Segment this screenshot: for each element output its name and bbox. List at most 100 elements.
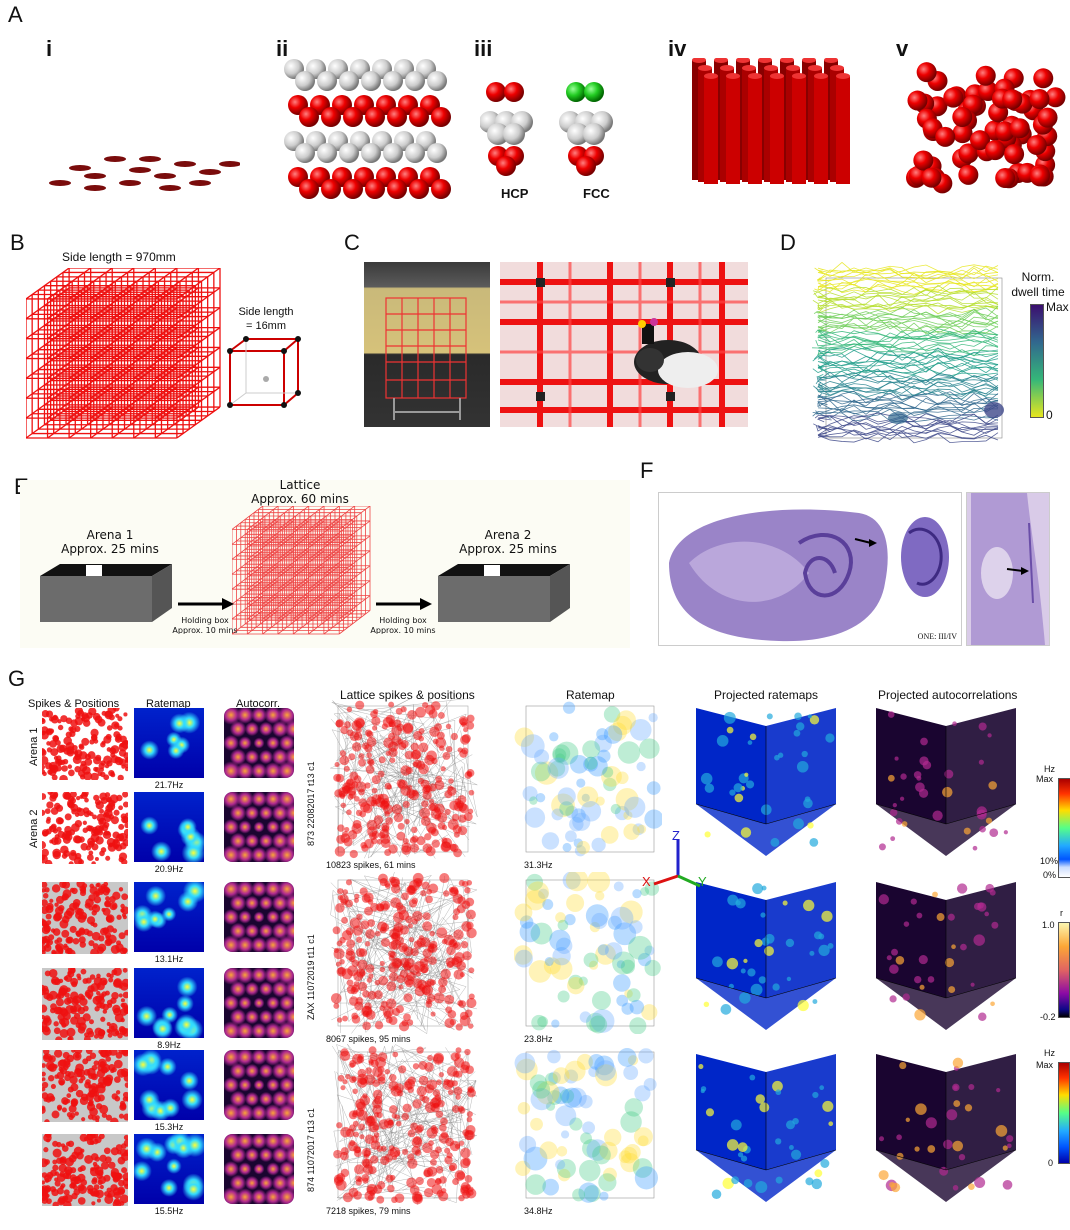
cb3-unit: Hz bbox=[1044, 1048, 1055, 1058]
ratemap-peak-rate: 20.9Hz bbox=[154, 864, 184, 874]
sublabel-iv: iv bbox=[668, 36, 687, 61]
cb2-unit: r bbox=[1060, 908, 1063, 918]
ratemap-2d bbox=[134, 882, 204, 952]
col-title-proj-autocorr: Projected autocorrelations bbox=[878, 688, 1018, 702]
spikes-positions-map bbox=[42, 1134, 128, 1206]
lattice-side-length: Side length = 970mm bbox=[62, 250, 176, 264]
spike-count: 10823 spikes, 61 mins bbox=[326, 860, 416, 870]
lattice-spike-cloud bbox=[330, 872, 478, 1034]
random-spheres-illustration bbox=[906, 62, 1066, 194]
panel-label-d: D bbox=[780, 230, 796, 255]
cb2-min: -0.2 bbox=[1040, 1012, 1056, 1022]
col-title-ratemap: Ratemap bbox=[146, 698, 191, 710]
ratemap-3d-peak: 34.8Hz bbox=[524, 1206, 553, 1216]
ratemap-peak-rate: 15.5Hz bbox=[154, 1206, 184, 1216]
lattice-spike-cloud bbox=[330, 698, 478, 860]
autocorr-2d bbox=[224, 1134, 294, 1204]
hcp-fcc-illustration bbox=[480, 82, 613, 176]
spikes-positions-map bbox=[42, 1050, 128, 1122]
projected-autocorr bbox=[872, 1050, 1020, 1206]
ratemap-3d bbox=[514, 698, 662, 860]
spikes-positions-map bbox=[42, 792, 128, 864]
sublabel-ii: ii bbox=[276, 36, 289, 61]
columns-illustration bbox=[692, 58, 850, 184]
axis-x-label: X bbox=[642, 874, 651, 889]
ratemap-peak-rate: 21.7Hz bbox=[154, 780, 184, 790]
arena1-duration: Approx. 25 mins bbox=[61, 542, 159, 556]
lattice-room-photo bbox=[364, 262, 490, 427]
col-title-autocorr: Autocorr. bbox=[236, 698, 281, 710]
ratemap-3d bbox=[514, 1044, 662, 1206]
autocorr-2d bbox=[224, 1050, 294, 1120]
cb2-max: 1.0 bbox=[1042, 920, 1055, 930]
cell-id: 874 11072017 t13 c1 bbox=[306, 1108, 316, 1192]
autocorr-2d bbox=[224, 882, 294, 952]
lattice-protocol-diagram bbox=[232, 506, 371, 635]
panel-label-f: F bbox=[640, 458, 654, 483]
cb3-max: Max bbox=[1036, 1060, 1054, 1070]
projected-ratemap bbox=[692, 704, 840, 860]
projected-autocorr bbox=[872, 878, 1020, 1034]
projected-autocorr bbox=[872, 704, 1020, 860]
panel-label-a: A bbox=[8, 2, 23, 27]
arena1-title: Arena 1 bbox=[86, 528, 134, 542]
autocorr-2d bbox=[224, 792, 294, 862]
cb3-min: 0 bbox=[1048, 1158, 1054, 1168]
dwell-colorbar-max: Max bbox=[1046, 300, 1069, 314]
row-label-arena2: Arena 2 bbox=[28, 809, 40, 848]
ratemap-peak-rate: 8.9Hz bbox=[157, 1040, 181, 1050]
holding-box-1-duration: Approx. 10 mins bbox=[172, 626, 238, 634]
col-title-lattice: Lattice spikes & positions bbox=[340, 688, 475, 702]
col-title-spikes: Spikes & Positions bbox=[28, 698, 120, 710]
spike-count: 7218 spikes, 79 mins bbox=[326, 1206, 411, 1216]
ratemap-2d bbox=[134, 792, 204, 862]
cb1-10pct: 10% bbox=[1040, 856, 1059, 866]
fcc-label: FCC bbox=[583, 186, 610, 201]
panel-label-g: G bbox=[8, 666, 26, 691]
dwell-colorbar-min: 0 bbox=[1046, 408, 1053, 422]
cb1-0pct: 0% bbox=[1043, 870, 1057, 880]
arena2-title: Arena 2 bbox=[484, 528, 532, 542]
ratemap-3d-peak: 31.3Hz bbox=[524, 860, 553, 870]
cb1-max: Max bbox=[1036, 774, 1054, 784]
col-title-ratemap3d: Ratemap bbox=[566, 688, 615, 702]
autocorr-2d bbox=[224, 708, 294, 778]
holding-box-2: Holding box bbox=[379, 616, 427, 625]
cell-id: 873 22082017 t13 c1 bbox=[306, 761, 316, 846]
arrow-to-arena2 bbox=[376, 598, 432, 610]
histology-sagittal: ONE: III/IV bbox=[658, 492, 962, 646]
spikes-positions-map bbox=[42, 708, 128, 780]
ratemap-2d bbox=[134, 968, 204, 1038]
spike-count: 8067 spikes, 95 mins bbox=[326, 1034, 411, 1044]
autocorr-2d bbox=[224, 968, 294, 1038]
ratemap-colorbar bbox=[1058, 778, 1070, 878]
hcp-label: HCP bbox=[501, 186, 529, 201]
arena2-duration: Approx. 25 mins bbox=[459, 542, 557, 556]
axis-y-label: Y bbox=[698, 874, 707, 889]
ratemap-3d-peak: 23.8Hz bbox=[524, 1034, 553, 1044]
sublabel-iii: iii bbox=[474, 36, 493, 61]
ratemap-2d bbox=[134, 708, 204, 778]
ratemap-peak-rate: 15.3Hz bbox=[154, 1122, 184, 1132]
cb1-unit: Hz bbox=[1044, 764, 1055, 774]
histology-coronal bbox=[966, 492, 1050, 646]
unit-cube-diagram bbox=[227, 336, 301, 408]
xyz-axes-triad bbox=[653, 840, 701, 888]
ratemap-2d bbox=[134, 1050, 204, 1120]
spikes-positions-map bbox=[42, 968, 128, 1040]
cell-id: ZAX 11072019 t11 c1 bbox=[306, 934, 316, 1020]
ratemap-3d bbox=[514, 872, 662, 1034]
arena1-box bbox=[40, 564, 172, 622]
arena2-box bbox=[438, 564, 570, 622]
axis-z-label: Z bbox=[672, 828, 680, 843]
holding-box-2-duration: Approx. 10 mins bbox=[370, 626, 436, 634]
holding-box-1: Holding box bbox=[181, 616, 229, 625]
dwell-time-trajectory bbox=[812, 261, 1004, 444]
ratemap-peak-rate: 13.1Hz bbox=[154, 954, 184, 964]
dwell-colorbar-title-l1: Norm. bbox=[1021, 270, 1055, 284]
panel-label-c: C bbox=[344, 230, 360, 255]
lattice-spike-cloud bbox=[330, 1044, 478, 1206]
lattice-cube-diagram bbox=[26, 268, 221, 439]
dwell-colorbar-title-l2: dwell time bbox=[1011, 285, 1065, 299]
histology-caption: ONE: III/IV bbox=[917, 632, 957, 641]
